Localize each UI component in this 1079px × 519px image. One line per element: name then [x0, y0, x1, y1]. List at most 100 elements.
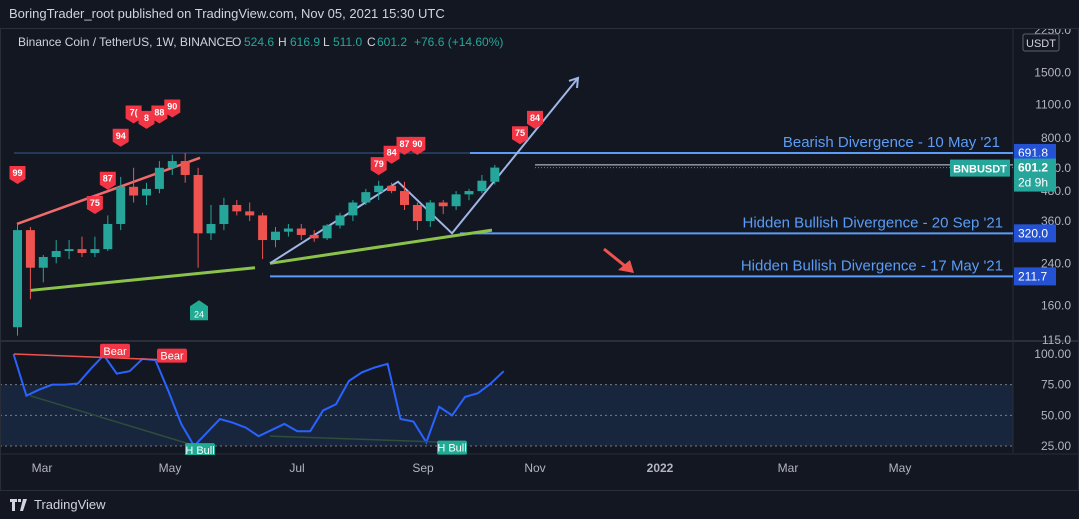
rsi-line [12, 353, 505, 448]
candle-body [245, 211, 255, 216]
candle-body [51, 251, 61, 257]
candle-body [348, 202, 358, 216]
footer: TradingView [0, 491, 1079, 519]
candle-body [232, 204, 242, 212]
footer-brand: TradingView [34, 497, 106, 512]
symbol-tag-text: BNBUSDT [953, 164, 1007, 176]
price-chart[interactable]: 2250.01500.01100.0800.0600.0480.0360.024… [0, 28, 1079, 491]
legend-h-label: H [278, 35, 287, 49]
candle-body [283, 228, 293, 232]
rsi-clip [0, 455, 1079, 459]
legend-h: 616.9 [290, 35, 320, 49]
candle-body [296, 228, 306, 235]
marker-value: 87 [103, 174, 113, 184]
candle-body [464, 191, 474, 195]
rsi-label-bg [157, 348, 187, 363]
candle-body [154, 167, 164, 189]
marker-bubble [125, 105, 142, 124]
marker-value: 79 [374, 159, 384, 169]
current-price-text: 601.2 [1018, 161, 1048, 175]
level-price-tag: 211.7 [1014, 267, 1056, 286]
currency-label: USDT [1026, 38, 1056, 50]
marker-value: 75 [90, 198, 100, 208]
symbol-tag: BNBUSDT [950, 159, 1010, 177]
oversold-marker: 24 [190, 300, 208, 321]
symbol-tag-bg [950, 159, 1010, 177]
candle-body [38, 256, 48, 268]
support-trendline [29, 266, 256, 292]
rsi-bull-divergence [29, 394, 197, 447]
x-tick-label: 2022 [647, 461, 674, 475]
candle-body [77, 249, 87, 253]
marker-bubble [527, 110, 543, 129]
overbought-marker: 87 [99, 171, 116, 190]
candle-body [64, 249, 74, 252]
candle-body [309, 234, 319, 239]
x-tick-label: May [159, 461, 182, 475]
overbought-marker: 90 [409, 136, 426, 155]
level-annotation: Bearish Divergence - 10 May '21 [783, 134, 1000, 151]
marker-value: 87 [399, 139, 409, 149]
y-tick-label: 2250.0 [1034, 28, 1071, 37]
rsi-tick-label: 75.00 [1041, 378, 1071, 392]
legend-l-label: L [323, 35, 330, 49]
rsi-tick-label: 25.00 [1041, 439, 1071, 453]
level-annotation: Hidden Bullish Divergence - 17 May '21 [741, 257, 1003, 274]
current-price-bg [1014, 158, 1056, 192]
candle-body [103, 223, 113, 250]
rsi-tick-label: 100.00 [1034, 347, 1071, 361]
candle-body [438, 202, 448, 207]
rsi-label-text: H Bull [185, 445, 214, 457]
rsi-bear-label: Bear [100, 343, 130, 358]
legend-c-label: C [367, 35, 376, 49]
x-tick-label: Nov [524, 461, 545, 475]
level-price-tag-bg [1014, 267, 1056, 286]
legend-symbol: Binance Coin / TetherUS, 1W, BINANCE [18, 35, 233, 49]
marker-value: 7( [130, 108, 138, 118]
current-price-tag: 601.22d 9h [1014, 158, 1056, 192]
marker-value: 90 [167, 101, 177, 111]
candle-body [219, 204, 229, 224]
overbought-marker: 84 [527, 110, 543, 129]
x-tick-label: Sep [412, 461, 434, 475]
marker-bubble [370, 157, 387, 176]
candle-body [129, 186, 139, 196]
candle-body [142, 188, 151, 196]
candle-body [193, 174, 203, 234]
overbought-marker: 88 [151, 105, 168, 124]
down-arrow-head [618, 260, 634, 273]
rsi-label-text: H Bull [437, 443, 466, 455]
overbought-marker: 99 [9, 165, 26, 184]
marker-bubble [151, 105, 168, 124]
legend-change: +76.6 (+14.60%) [414, 35, 503, 49]
candle-body [374, 185, 384, 193]
marker-bubble [164, 99, 181, 118]
support-trendline [269, 228, 493, 265]
candle-body [361, 192, 371, 203]
candle-body [271, 231, 280, 241]
x-tick-label: Mar [32, 461, 53, 475]
overbought-marker: 94 [112, 128, 129, 147]
marker-value: 75 [515, 128, 525, 138]
marker-bubble [138, 110, 155, 129]
rsi-bull-divergence [269, 435, 449, 444]
tradingview-logo[interactable]: TradingView [10, 497, 106, 512]
marker-value: 90 [412, 139, 422, 149]
y-tick-label: 160.0 [1041, 299, 1071, 313]
candle-body [387, 185, 397, 192]
overbought-marker: 8 [138, 110, 155, 129]
marker-bubble [86, 195, 103, 214]
candle-body [90, 249, 100, 253]
bull-marker-value: 24 [194, 309, 204, 319]
y-tick-label: 1100.0 [1035, 98, 1071, 112]
y-tick-label: 115.0 [1042, 333, 1071, 347]
marker-bubble [112, 128, 129, 147]
candle-body [13, 230, 22, 328]
legend-l: 511.0 [333, 35, 362, 49]
marker-bubble [409, 136, 426, 155]
overbought-marker: 87 [396, 136, 413, 155]
level-price-text: 320.0 [1018, 226, 1048, 240]
overbought-marker: 90 [164, 99, 181, 118]
overbought-marker: 7( [125, 105, 142, 124]
